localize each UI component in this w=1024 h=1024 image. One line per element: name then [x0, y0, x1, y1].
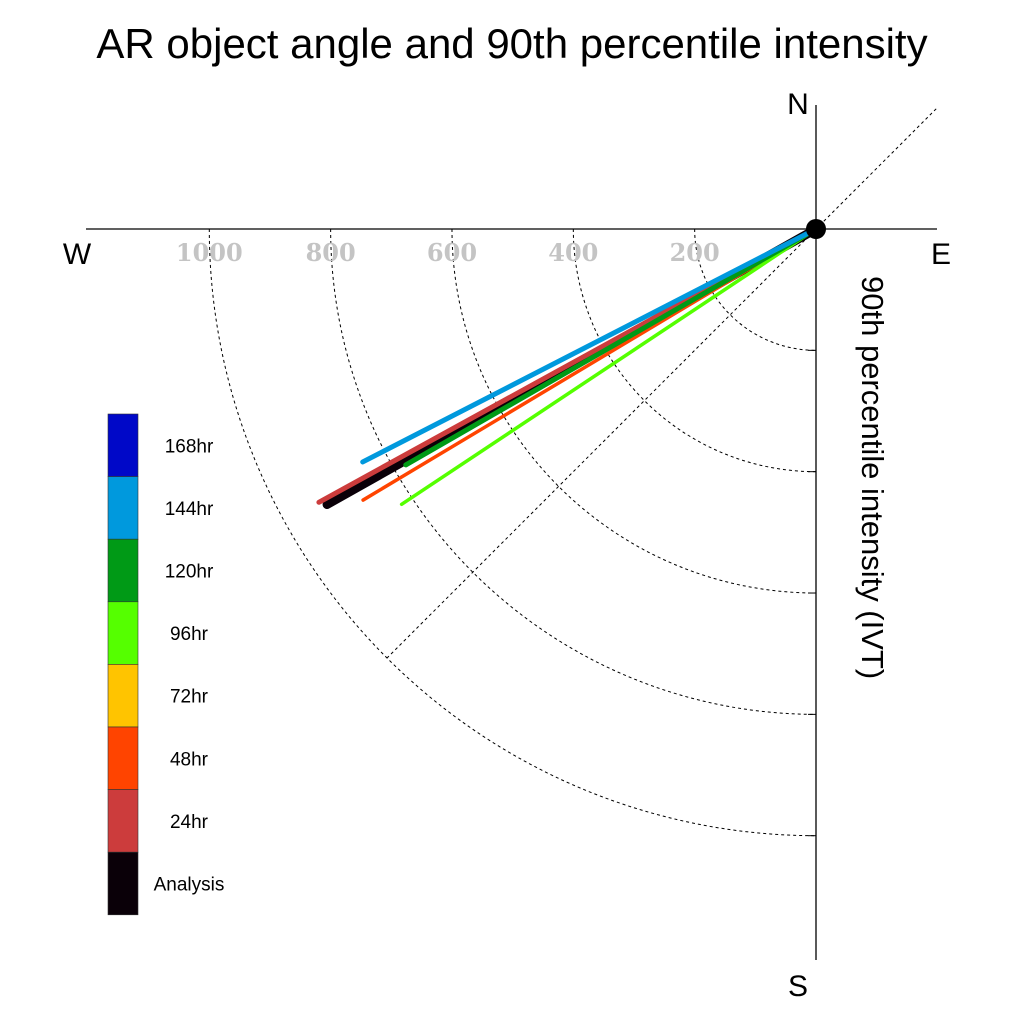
radial-tick-label-1000: 1000	[176, 238, 243, 267]
legend-swatch-48hr	[107, 726, 139, 790]
compass-axes	[86, 105, 937, 960]
y-axis-label: 90th percentile intensity (IVT)	[855, 276, 890, 679]
legend-swatch-24hr	[107, 789, 139, 853]
compass-south-label: S	[788, 970, 808, 1003]
grid-arc-600	[451, 228, 817, 594]
chart-title: AR object angle and 90th percentile inte…	[96, 20, 927, 67]
legend-swatch-analysis	[107, 851, 139, 916]
grid-arc-400	[572, 228, 817, 473]
radial-tick-label-400: 400	[548, 238, 598, 267]
grid-arc-800	[330, 228, 817, 715]
legend-swatch-72hr	[107, 664, 139, 728]
legend-swatch-120hr	[107, 538, 139, 603]
legend-label-144hr: 144hr	[165, 499, 214, 520]
legend-swatch-144hr	[107, 476, 139, 540]
legend-colorbar: 168hr 144hr 120hr 96hr 72hr 48hr 24hr Analysis	[107, 413, 225, 916]
compass-north-label: N	[787, 88, 809, 121]
legend-swatch-168hr	[107, 413, 139, 477]
radial-tick-label-800: 800	[306, 238, 356, 267]
series-line-120hr	[403, 226, 819, 468]
series-line-144hr	[360, 226, 819, 465]
legend-label-96hr: 96hr	[170, 624, 209, 645]
compass-east-label: E	[931, 238, 951, 271]
legend-swatch-96hr	[107, 601, 139, 665]
vector-series	[316, 224, 821, 509]
legend-label-120hr: 120hr	[165, 562, 214, 583]
compass-west-label: W	[63, 238, 92, 271]
legend-label-48hr: 48hr	[170, 749, 209, 770]
series-line-96hr	[399, 227, 818, 507]
grid-arc-200	[694, 228, 817, 351]
diagonal-reference-line	[386, 108, 937, 659]
legend-label-24hr: 24hr	[170, 812, 209, 833]
legend-label-analysis: Analysis	[154, 875, 225, 896]
legend-label-72hr: 72hr	[170, 687, 209, 708]
polar-grid	[208, 108, 937, 837]
radial-tick-label-200: 200	[670, 238, 720, 267]
radial-tick-labels: 200 400 600 800 1000	[176, 238, 720, 267]
legend-label-168hr: 168hr	[165, 436, 214, 457]
radial-tick-label-600: 600	[427, 238, 477, 267]
origin-marker	[806, 219, 826, 239]
